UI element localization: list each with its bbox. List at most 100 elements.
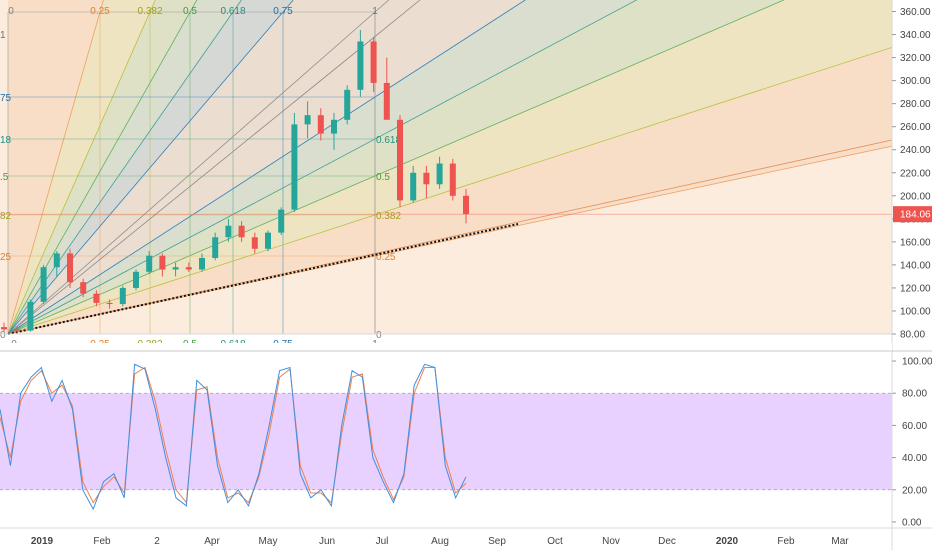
candle <box>304 101 311 139</box>
fan-ray-h-0.75 <box>7 0 526 335</box>
candle-body <box>331 119 337 134</box>
time-tick-label: Mar <box>831 536 849 547</box>
candle <box>370 36 377 93</box>
fan-top-label: 1 <box>372 6 378 17</box>
fan-left-label: 75 <box>0 93 12 104</box>
price-tick-label: 100.00 <box>900 306 931 317</box>
candle <box>159 253 166 277</box>
osc-d-line <box>0 366 467 504</box>
candle-body <box>357 41 364 90</box>
fan-ray-0.75 <box>7 0 294 335</box>
candle <box>449 158 456 201</box>
candle-body <box>146 255 153 272</box>
fan-base-fill <box>0 0 892 334</box>
candle-body <box>212 237 219 258</box>
fan-left-label: 82 <box>0 211 12 222</box>
candle-body <box>159 255 166 270</box>
osc-band <box>0 393 892 490</box>
candle-body <box>410 172 417 201</box>
osc-tick-label: 20.00 <box>902 485 927 496</box>
candle <box>119 285 126 307</box>
fan-top-label: 0.618 <box>220 6 245 17</box>
candle-body <box>14 329 21 331</box>
candle <box>40 264 47 305</box>
candle <box>278 207 285 235</box>
price-tick-label: 160.00 <box>900 237 931 248</box>
osc-tick-label: 40.00 <box>902 453 927 464</box>
candle <box>14 325 21 334</box>
candle <box>199 253 205 272</box>
candle-body <box>93 293 100 303</box>
time-tick-label: Sep <box>488 536 506 547</box>
candle-body <box>397 119 403 201</box>
candle-body <box>67 253 73 283</box>
candle-body <box>317 115 324 134</box>
fan-top-label: 0 <box>8 6 14 17</box>
candle <box>27 299 34 332</box>
candle-body <box>199 257 205 270</box>
candle <box>317 108 324 141</box>
time-tick-label: 2019 <box>31 536 54 547</box>
time-tick-label: Feb <box>93 536 111 547</box>
candle-body <box>238 225 245 238</box>
price-tick-label: 280.00 <box>900 99 931 110</box>
candle-body <box>278 209 285 233</box>
candle <box>185 262 192 272</box>
fan-mid-label: 0.5 <box>376 172 390 183</box>
fan-ray-0.25 <box>7 0 104 335</box>
osc-tick-label: 100.00 <box>902 357 932 368</box>
candle <box>383 57 390 120</box>
price-tick-label: 80.00 <box>900 330 925 341</box>
candle <box>463 188 469 224</box>
price-tick-label: 200.00 <box>900 191 931 202</box>
candle <box>67 248 73 288</box>
candle <box>80 278 87 298</box>
fan-left-label: 25 <box>0 252 12 263</box>
fan-left-label: 0 <box>0 330 6 341</box>
time-tick-label: Dec <box>658 536 676 547</box>
fan-ray-h-0.25 <box>7 145 893 335</box>
osc-k-line <box>0 363 467 511</box>
last-price-badge <box>893 206 932 223</box>
candle-body <box>449 163 456 196</box>
candle-body <box>1 327 7 330</box>
candle <box>212 232 219 261</box>
candle <box>331 112 337 150</box>
candle <box>146 251 153 275</box>
fib-fan: 000.250.250.3820.3820.50.50.6180.6180.75… <box>0 0 893 350</box>
oscillator-pane: 0.00 20.00 40.00 60.00 80.00 100.00 <box>0 357 932 528</box>
osc-tick-label: 0.00 <box>902 517 922 528</box>
candle <box>133 269 139 291</box>
time-tick-label: Jun <box>319 536 335 547</box>
candle <box>436 156 443 189</box>
price-tick-label: 340.00 <box>900 30 931 41</box>
fan-ray-long <box>7 139 893 335</box>
candle <box>106 299 113 309</box>
candle-body <box>463 195 469 215</box>
candle-body <box>423 172 430 185</box>
candle <box>397 115 403 208</box>
candle-body <box>119 287 126 305</box>
fan-mid-label: 0.382 <box>376 211 401 222</box>
candle-body <box>251 237 258 249</box>
candle <box>1 322 7 332</box>
candle-body <box>436 163 443 185</box>
time-tick-label: 2020 <box>716 536 739 547</box>
time-tick-label: Feb <box>777 536 795 547</box>
candle-body <box>172 267 179 270</box>
fan-ray-0.618 <box>7 0 242 335</box>
osc-tick-label: 80.00 <box>902 389 927 400</box>
price-tick-label: 320.00 <box>900 53 931 64</box>
price-axis: 80.00100.00120.00140.00160.00180.00200.0… <box>892 7 932 341</box>
fan-ray-h-0.5 <box>7 0 785 335</box>
candle-body <box>225 225 232 238</box>
fan-mid-label: 0.618 <box>376 135 401 146</box>
fan-top-label: 0.5 <box>183 6 197 17</box>
fan-ray-diag <box>7 0 421 335</box>
dotted-trendline <box>7 223 519 335</box>
time-tick-label: May <box>259 536 278 547</box>
candle <box>251 232 258 254</box>
candle-body <box>383 82 390 120</box>
